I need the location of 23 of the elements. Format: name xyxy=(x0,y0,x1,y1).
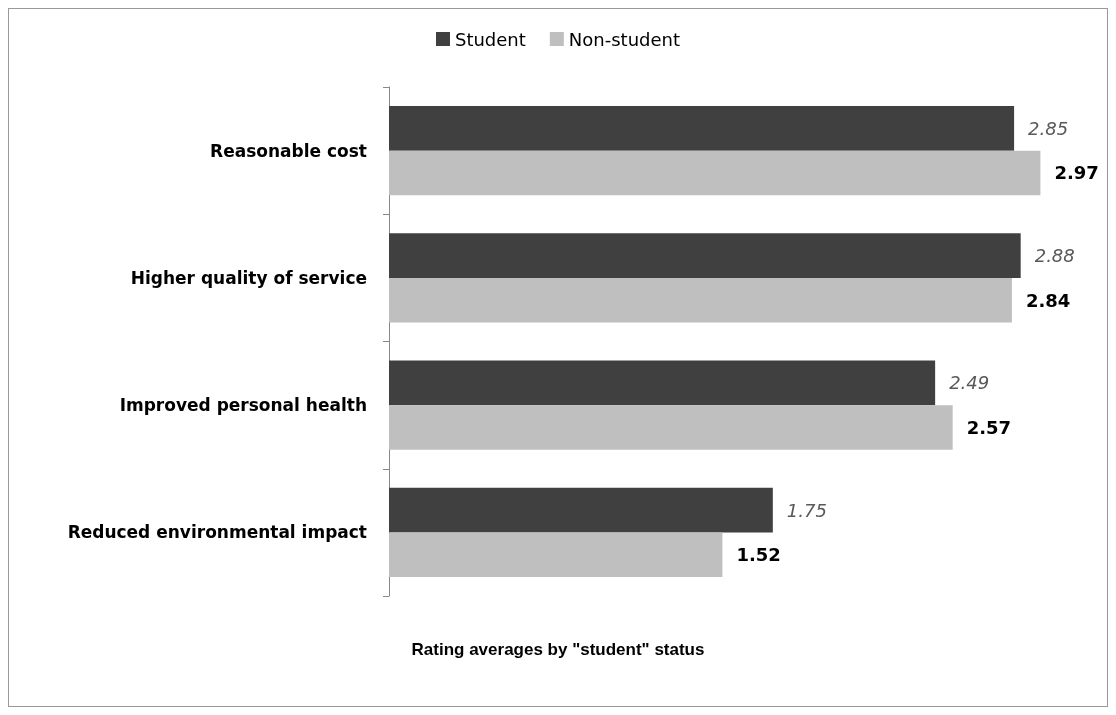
bar xyxy=(389,360,936,406)
legend-label: Non-student xyxy=(568,28,681,50)
data-label: 2.85 xyxy=(1028,117,1069,139)
bar xyxy=(389,233,1021,278)
y-tick-label: Improved personal health xyxy=(119,395,367,416)
data-label: 2.49 xyxy=(949,372,990,394)
data-label: 2.88 xyxy=(1034,245,1075,267)
bar xyxy=(389,150,1041,196)
data-label: 1.75 xyxy=(786,499,827,521)
bar xyxy=(389,487,773,533)
bar xyxy=(389,405,953,450)
bar xyxy=(389,532,723,577)
y-tick-label: Higher quality of service xyxy=(130,267,367,288)
data-label: 2.84 xyxy=(1025,289,1071,311)
y-tick-label: Reasonable cost xyxy=(210,140,367,161)
x-axis-title: Rating averages by "student" status xyxy=(411,640,705,659)
data-label: 1.52 xyxy=(736,544,781,566)
data-label: 2.97 xyxy=(1054,162,1099,184)
legend-label: Student xyxy=(454,28,526,50)
bar xyxy=(389,106,1015,151)
y-tick-label: Reduced environmental impact xyxy=(67,522,367,543)
data-label: 2.57 xyxy=(966,416,1012,438)
bar xyxy=(389,277,1012,323)
